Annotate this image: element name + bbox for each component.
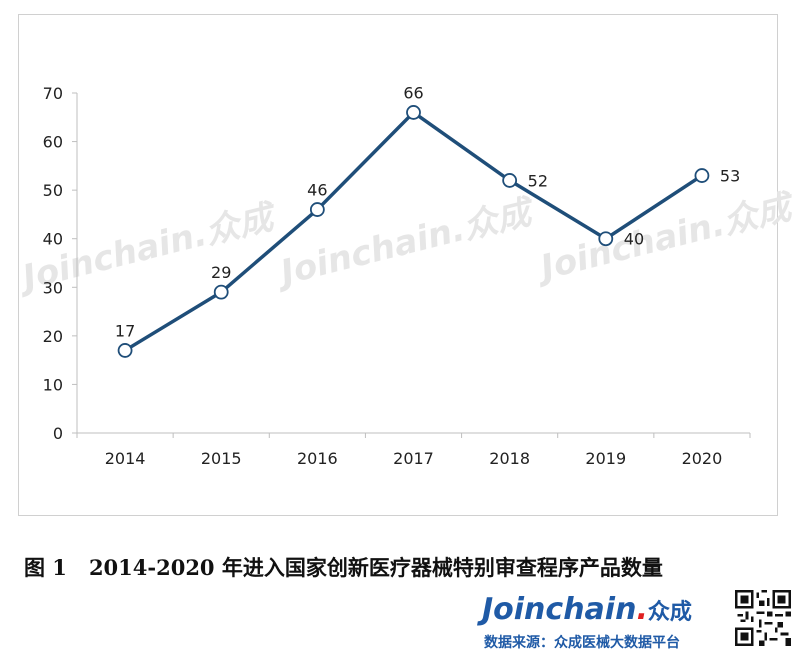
- figure-caption: 图 1 2014-2020 年进入国家创新医疗器械特别审查程序产品数量: [24, 552, 784, 582]
- y-tick-label: 30: [43, 278, 63, 297]
- data-point: [117, 343, 133, 358]
- x-tick-label: 2019: [585, 449, 626, 468]
- x-tick-label: 2020: [682, 449, 723, 468]
- data-point: [213, 284, 229, 300]
- data-label: 17: [115, 321, 135, 340]
- y-tick-label: 10: [43, 375, 63, 394]
- data-point: [598, 231, 614, 247]
- brand-logo: Joinchain.众成: [482, 592, 692, 627]
- data-label: 40: [624, 230, 644, 249]
- y-tick-label: 70: [43, 84, 63, 103]
- brand-dot: .: [636, 592, 648, 627]
- brand-name: Joinchain: [482, 592, 637, 627]
- y-tick-label: 20: [43, 327, 63, 346]
- data-label: 52: [528, 171, 548, 190]
- x-tick-label: 2014: [105, 449, 146, 468]
- data-label: 29: [211, 263, 231, 282]
- chart-frame: Joinchain.众成 Joinchain.众成 Joinchain.众成: [18, 14, 795, 516]
- caption-text: 2014-2020 年进入国家创新医疗器械特别审查程序产品数量: [88, 555, 663, 580]
- x-tick-label: 2017: [393, 449, 434, 468]
- y-tick-label: 50: [43, 181, 63, 200]
- data-point: [502, 173, 518, 188]
- series-line: [124, 110, 703, 352]
- x-tick-label: 2015: [201, 449, 242, 468]
- brand-cn: 众成: [647, 600, 692, 625]
- y-tick-label: 60: [43, 133, 63, 152]
- qr-code-icon: [735, 590, 791, 646]
- line-chart: 0 10 20 30 40 50 60 70 2014 2015 2016 2017 2018 2019 2…: [43, 83, 751, 468]
- data-point: [694, 168, 710, 183]
- x-tick-label: 2016: [297, 449, 338, 468]
- data-label: 66: [403, 83, 423, 102]
- y-tick-label: 0: [53, 424, 63, 443]
- x-tick-label: 2018: [489, 449, 530, 468]
- data-source: 数据来源：众成医械大数据平台: [484, 635, 680, 651]
- data-point: [309, 202, 325, 217]
- data-label: 53: [720, 167, 740, 186]
- caption-fig-label: 图 1: [24, 555, 67, 580]
- data-point: [406, 105, 421, 120]
- data-label: 46: [307, 181, 327, 200]
- y-tick-label: 40: [43, 230, 63, 249]
